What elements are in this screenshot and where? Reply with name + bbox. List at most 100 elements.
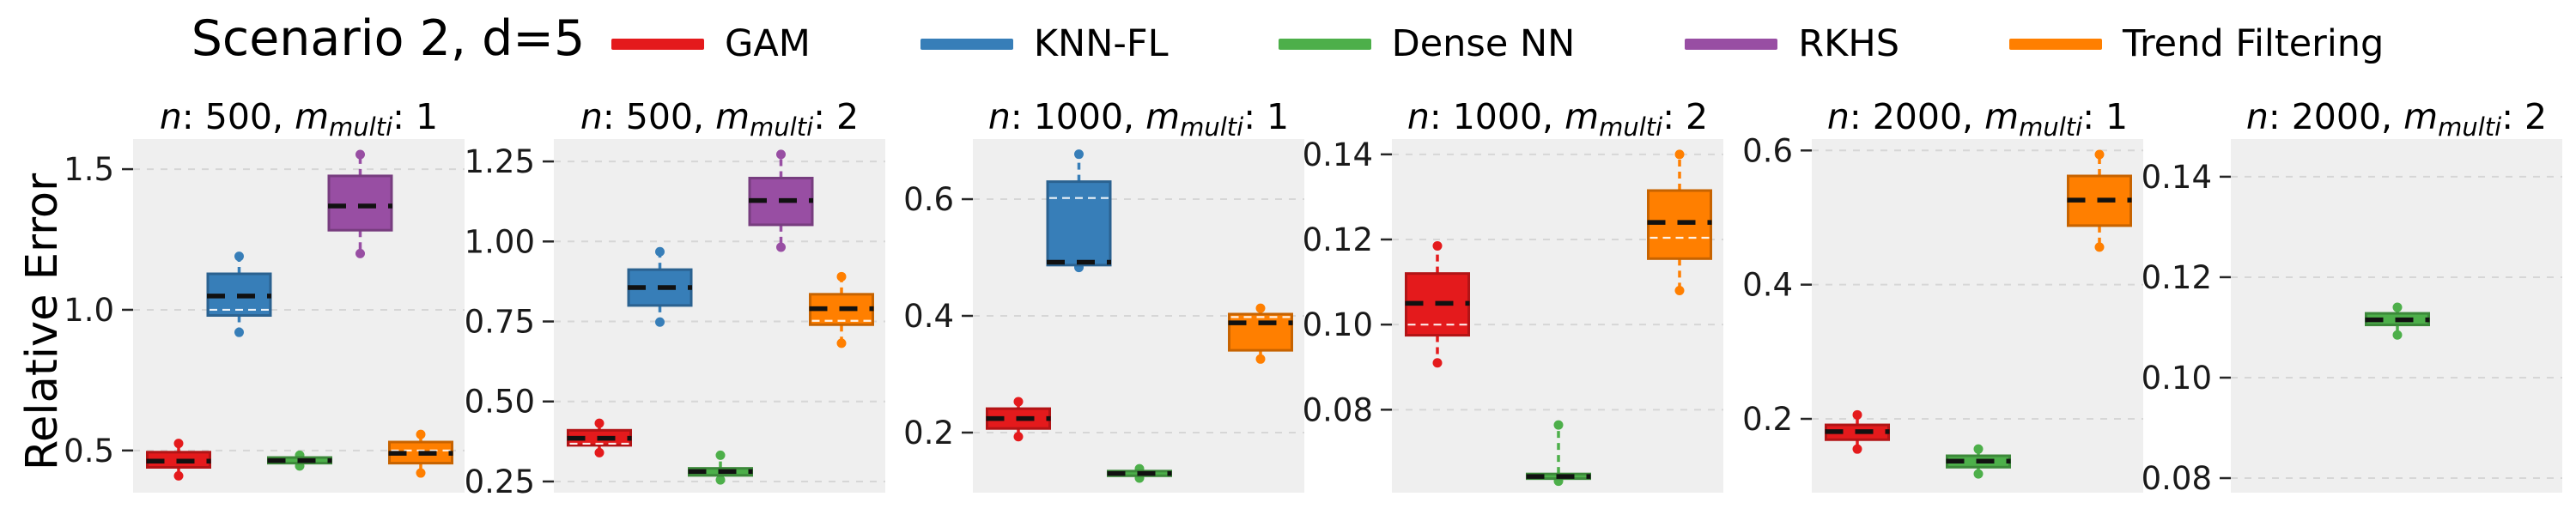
y-tick-label: 1.25 xyxy=(465,143,535,180)
plot-area-background xyxy=(1392,139,1723,493)
plot-area-background xyxy=(2231,139,2562,493)
whisker-cap-dot xyxy=(1255,354,1266,364)
plot-area-background xyxy=(133,139,465,493)
iqr-box xyxy=(809,293,874,326)
whisker-cap-dot xyxy=(1013,397,1024,407)
whisker-cap-dot xyxy=(715,475,726,485)
y-tick-label: 0.25 xyxy=(465,464,535,500)
box-gam xyxy=(146,439,211,481)
subplot-1: n: 500, mmulti: 1 0.5 1.0 1.5 xyxy=(64,96,465,493)
whisker-cap-dot xyxy=(2094,149,2105,160)
legend-item-dense-nn: Dense NN xyxy=(1278,24,1575,64)
iqr-box xyxy=(2067,174,2132,227)
legend-swatch-trend-filtering-icon xyxy=(2009,38,2102,50)
figure-title: Scenario 2, d=5 xyxy=(191,10,586,67)
y-tick-label: 0.75 xyxy=(465,304,535,341)
whisker-cap-dot xyxy=(234,327,244,337)
y-tick-label: 1.0 xyxy=(64,292,114,329)
legend-label: Trend Filtering xyxy=(2123,22,2385,65)
legend-label: KNN-FL xyxy=(1033,22,1169,65)
subplot-5: n: 2000, mmulti: 1 0.2 0.4 0.6 xyxy=(1742,96,2143,493)
whisker-cap-dot xyxy=(776,149,786,160)
subplot-title: n: 1000, mmulti: 2 xyxy=(1407,96,1708,142)
whisker-cap-dot xyxy=(655,246,665,257)
box-rkhs xyxy=(748,149,814,252)
iqr-box xyxy=(688,467,753,477)
y-tick-label: 0.10 xyxy=(2142,360,2212,397)
box-dense-nn xyxy=(688,450,753,485)
legend-swatch-gam-icon xyxy=(611,38,704,50)
box-trend-filtering xyxy=(388,429,453,478)
subplot-title: n: 2000, mmulti: 1 xyxy=(1827,96,2128,142)
y-tick-label: 0.4 xyxy=(1742,267,1793,304)
y-axis-label: Relative Error xyxy=(17,173,68,471)
whisker-cap-dot xyxy=(776,242,786,252)
box-knn-fl xyxy=(627,246,693,327)
y-tick-label: 0.12 xyxy=(2142,259,2212,296)
box-dense-nn xyxy=(1946,444,2011,479)
box-gam xyxy=(567,418,632,457)
whisker-cap-dot xyxy=(1553,476,1564,487)
whisker-cap-dot xyxy=(1074,263,1084,273)
box-dense-nn xyxy=(1526,420,1591,487)
box-trend-filtering xyxy=(809,271,874,348)
whisker-cap-dot xyxy=(234,251,244,262)
y-tick-label: 0.5 xyxy=(64,433,114,470)
legend: GAM KNN-FL Dense NN RKHS Trend Filtering xyxy=(611,24,2384,64)
y-tick-label: 1.5 xyxy=(64,151,114,188)
whisker-cap-dot xyxy=(1134,464,1145,474)
iqr-box xyxy=(1405,272,1470,337)
iqr-box xyxy=(748,176,814,227)
box-gam xyxy=(1825,409,1890,454)
plot-area-background xyxy=(973,139,1304,493)
whisker-cap-dot xyxy=(715,450,726,460)
y-tick-label: 0.10 xyxy=(1303,306,1373,343)
y-tick-label: 0.2 xyxy=(903,415,954,451)
box-dense-nn xyxy=(2365,302,2430,340)
box-trend-filtering xyxy=(1647,149,1712,296)
subplot-title: n: 2000, mmulti: 2 xyxy=(2246,96,2547,142)
y-tick-label: 0.2 xyxy=(1742,401,1793,438)
whisker-cap-dot xyxy=(295,450,305,460)
whisker-cap-dot xyxy=(1674,286,1685,296)
box-knn-fl xyxy=(1046,149,1112,273)
whisker-cap-dot xyxy=(173,470,184,481)
whisker-cap-dot xyxy=(173,439,184,449)
y-tick-label: 0.08 xyxy=(2142,460,2212,497)
iqr-box xyxy=(1946,454,2011,469)
y-tick-label: 0.08 xyxy=(1303,391,1373,428)
iqr-box xyxy=(2365,312,2430,327)
whisker-cap-dot xyxy=(1973,469,1984,479)
whisker-cap-dot xyxy=(416,429,426,439)
y-tick-label: 1.00 xyxy=(465,223,535,260)
y-tick-label: 0.12 xyxy=(1303,221,1373,258)
legend-swatch-knn-fl-icon xyxy=(920,38,1013,50)
iqr-box xyxy=(627,268,693,307)
whisker-cap-dot xyxy=(836,271,847,282)
iqr-box xyxy=(267,456,332,465)
whisker-cap-dot xyxy=(1074,149,1084,160)
iqr-box xyxy=(1647,189,1712,260)
whisker-cap-dot xyxy=(355,248,365,258)
whisker-cap-dot xyxy=(1432,358,1443,368)
whisker-cap-dot xyxy=(1553,420,1564,430)
whisker-cap-dot xyxy=(416,468,426,478)
iqr-box xyxy=(146,451,211,470)
subplot-title: n: 1000, mmulti: 1 xyxy=(988,96,1289,142)
box-trend-filtering xyxy=(2067,149,2132,252)
legend-label: RKHS xyxy=(1798,22,1899,65)
iqr-box xyxy=(388,440,453,465)
subplot-4: n: 1000, mmulti: 2 0.08 0.10 0.12 0.14 xyxy=(1303,96,1723,493)
whisker-cap-dot xyxy=(1013,432,1024,442)
whisker-cap-dot xyxy=(295,461,305,471)
y-tick-label: 0.4 xyxy=(903,298,954,335)
whisker-cap-dot xyxy=(594,418,605,428)
whisker-cap-dot xyxy=(1432,240,1443,251)
box-dense-nn xyxy=(267,450,332,471)
box-gam xyxy=(1405,240,1470,368)
whisker-cap-dot xyxy=(1674,149,1685,160)
legend-swatch-rkhs-icon xyxy=(1685,38,1778,50)
subplot-6: n: 2000, mmulti: 2 0.08 0.10 0.12 0.14 xyxy=(2142,96,2562,497)
iqr-box xyxy=(1228,312,1293,352)
